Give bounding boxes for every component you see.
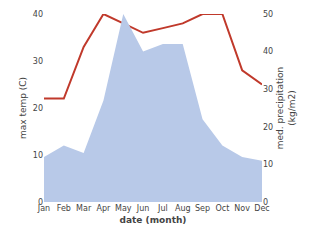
svg-text:0: 0 bbox=[38, 198, 43, 207]
svg-text:Feb: Feb bbox=[57, 204, 71, 213]
svg-text:Apr: Apr bbox=[97, 204, 112, 213]
svg-text:Nov: Nov bbox=[234, 204, 250, 213]
svg-text:Mar: Mar bbox=[76, 204, 92, 213]
svg-text:May: May bbox=[115, 204, 132, 213]
svg-text:0: 0 bbox=[263, 198, 268, 207]
svg-text:30: 30 bbox=[33, 57, 43, 66]
svg-text:30: 30 bbox=[263, 85, 273, 94]
svg-text:Sep: Sep bbox=[195, 204, 210, 213]
svg-text:10: 10 bbox=[263, 160, 273, 169]
svg-text:40: 40 bbox=[263, 47, 273, 56]
svg-text:Oct: Oct bbox=[215, 204, 229, 213]
svg-text:50: 50 bbox=[263, 10, 273, 19]
svg-text:Jan: Jan bbox=[37, 204, 50, 213]
svg-text:Jun: Jun bbox=[136, 204, 150, 213]
svg-text:date (month): date (month) bbox=[120, 215, 187, 225]
svg-text:10: 10 bbox=[33, 151, 43, 160]
svg-text:Dec: Dec bbox=[254, 204, 269, 213]
svg-text:max temp (C): max temp (C) bbox=[18, 77, 28, 139]
svg-text:20: 20 bbox=[263, 123, 273, 132]
svg-text:med. precipitation(kg/m2): med. precipitation(kg/m2) bbox=[275, 67, 297, 149]
svg-text:Jul: Jul bbox=[157, 204, 168, 213]
svg-text:40: 40 bbox=[33, 10, 43, 19]
svg-text:Aug: Aug bbox=[175, 204, 191, 213]
svg-text:20: 20 bbox=[33, 104, 43, 113]
